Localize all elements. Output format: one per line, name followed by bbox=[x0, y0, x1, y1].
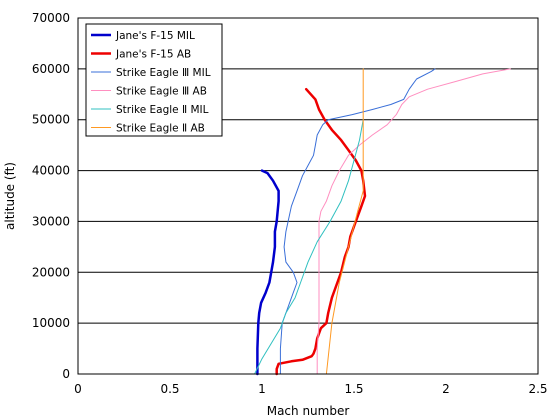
legend-label-5: Strike Eagle Ⅱ MIL bbox=[116, 104, 209, 116]
grid-lines bbox=[78, 68, 538, 324]
y-tick-label: 10000 bbox=[32, 316, 70, 330]
series-group bbox=[254, 68, 511, 376]
y-tick-label: 70000 bbox=[32, 11, 70, 25]
series-line-4 bbox=[316, 68, 511, 375]
series-line-5 bbox=[254, 119, 364, 375]
y-tick-label: 60000 bbox=[32, 62, 70, 76]
plot-frame bbox=[77, 17, 539, 375]
x-tick-label: 1.5 bbox=[344, 382, 363, 396]
x-tick-label: 0.5 bbox=[160, 382, 179, 396]
y-axis-label: altitude (ft) bbox=[3, 162, 17, 230]
legend-label-6: Strike Eagle Ⅱ AB bbox=[116, 123, 205, 135]
legend-box bbox=[85, 23, 223, 137]
x-tick-labels: 0 0.5 1 1.5 2 2.5 bbox=[74, 382, 547, 396]
y-tick-label: 20000 bbox=[32, 265, 70, 279]
y-tick-label: 30000 bbox=[32, 214, 70, 228]
x-tick-label: 2.5 bbox=[528, 382, 547, 396]
x-tick-label: 0 bbox=[74, 382, 82, 396]
series-line-1 bbox=[256, 169, 280, 376]
x-axis-label: Mach number bbox=[267, 404, 350, 418]
series-line-3 bbox=[279, 68, 436, 375]
legend-label-1: Jane's F-15 MIL bbox=[115, 30, 195, 42]
legend-label-4: Strike Eagle Ⅲ AB bbox=[116, 86, 207, 98]
legend-label-2: Jane's F-15 AB bbox=[115, 49, 191, 61]
y-tick-label: 40000 bbox=[32, 164, 70, 178]
y-tick-label: 0 bbox=[62, 367, 70, 381]
legend: Jane's F-15 MIL Jane's F-15 AB Strike Eagl… bbox=[85, 23, 223, 137]
y-tick-label: 50000 bbox=[32, 113, 70, 127]
legend-label-3: Strike Eagle Ⅲ MIL bbox=[116, 67, 211, 79]
series-line-6 bbox=[325, 68, 364, 375]
series-line-2 bbox=[275, 87, 367, 376]
x-tick-label: 1 bbox=[258, 382, 266, 396]
y-tick-labels: 0 10000 20000 30000 40000 50000 60000 70000 bbox=[32, 11, 70, 381]
x-tick-label: 2 bbox=[442, 382, 450, 396]
